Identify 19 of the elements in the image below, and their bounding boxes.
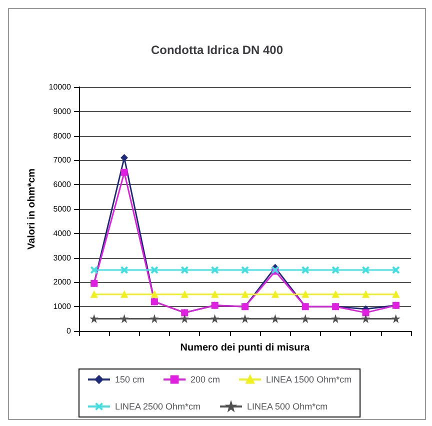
legend-label: LINEA 1500 Ohm*cm (266, 374, 352, 384)
legend-label: LINEA 2500 Ohm*cm (115, 402, 201, 412)
y-tick-label: 4000 (53, 228, 72, 238)
y-tick-label: 5000 (53, 204, 72, 214)
y-tick-label: 10000 (48, 82, 72, 92)
legend-label: 200 cm (190, 374, 220, 384)
y-tick-label: 9000 (53, 106, 72, 116)
y-tick-label: 7000 (53, 156, 72, 165)
y-tick-label: 8000 (53, 131, 72, 140)
legend-label: LINEA 500 Ohm*cm (247, 402, 328, 412)
y-axis-title: Valori in ohm*cm (26, 168, 38, 250)
legend-label: 150 cm (115, 374, 145, 384)
y-tick-label: 3000 (53, 253, 72, 262)
y-tick-label: 1000 (53, 302, 72, 312)
chart-title: Condotta Idrica DN 400 (150, 43, 284, 57)
y-tick-label: 2000 (53, 278, 72, 287)
y-tick-label: 0 (66, 326, 72, 336)
y-tick-label: 6000 (53, 180, 72, 190)
x-axis-title: Numero dei punti di misura (180, 342, 310, 354)
